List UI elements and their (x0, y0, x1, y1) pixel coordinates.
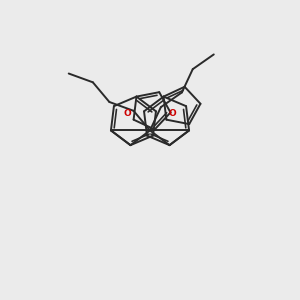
Text: O: O (168, 109, 176, 118)
Text: O: O (124, 109, 132, 118)
